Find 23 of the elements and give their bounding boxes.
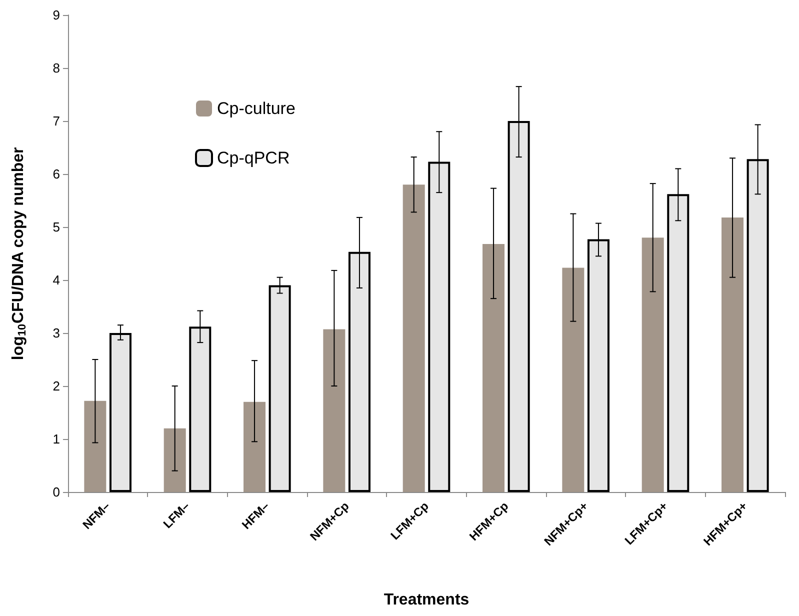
legend-label: Cp-qPCR (217, 148, 290, 168)
y-tick-label: 8 (52, 60, 60, 76)
y-tick-label: 0 (52, 484, 60, 500)
bar (84, 400, 106, 492)
y-tick-label: 3 (52, 326, 60, 340)
bar (562, 268, 584, 492)
bar (323, 329, 346, 492)
y-tick-label: 4 (52, 272, 60, 288)
bar (642, 238, 664, 492)
x-axis-title: Treatments (384, 592, 470, 608)
y-axis-title: log10CFU/DNA copy number (10, 147, 28, 360)
bar (164, 428, 186, 492)
y-tick-label: 7 (52, 114, 60, 128)
y-tick-label: 6 (52, 166, 60, 182)
y-tick-label: 2 (52, 378, 60, 394)
y-tick-label: 5 (52, 220, 60, 234)
bar (722, 217, 744, 492)
y-tick-label: 9 (52, 8, 60, 22)
bar (482, 244, 505, 492)
legend-label: Cp-culture (217, 99, 296, 118)
bar (402, 184, 425, 492)
y-tick-label: 1 (52, 432, 60, 446)
bar (244, 402, 266, 492)
